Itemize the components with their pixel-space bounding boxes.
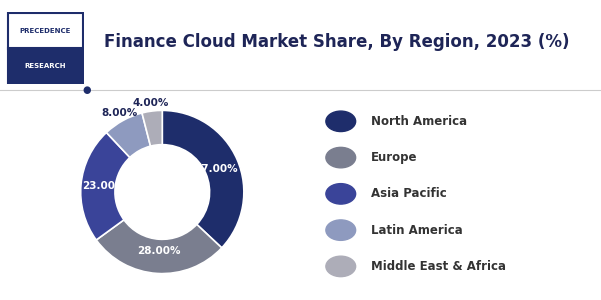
Text: North America: North America [370, 115, 466, 128]
Wedge shape [162, 110, 244, 248]
Wedge shape [81, 133, 130, 240]
Text: 23.00%: 23.00% [82, 182, 126, 191]
Bar [8, 14, 82, 50]
Bar [8, 48, 82, 82]
Wedge shape [106, 113, 150, 158]
Circle shape [326, 256, 356, 277]
Circle shape [326, 220, 356, 240]
Text: 4.00%: 4.00% [133, 98, 169, 108]
Text: 37.00%: 37.00% [194, 164, 238, 174]
Text: 28.00%: 28.00% [137, 246, 180, 256]
Circle shape [326, 111, 356, 131]
Text: Finance Cloud Market Share, By Region, 2023 (%): Finance Cloud Market Share, By Region, 2… [104, 33, 569, 51]
Wedge shape [142, 110, 162, 146]
Text: Latin America: Latin America [370, 224, 462, 237]
Text: PRECEDENCE: PRECEDENCE [19, 28, 71, 34]
Text: ●: ● [83, 85, 91, 95]
Text: 8.00%: 8.00% [101, 108, 137, 118]
Text: Europe: Europe [370, 151, 417, 164]
Text: Asia Pacific: Asia Pacific [370, 188, 447, 200]
Circle shape [326, 184, 356, 204]
Circle shape [326, 147, 356, 168]
Wedge shape [96, 220, 222, 274]
Text: Middle East & Africa: Middle East & Africa [370, 260, 505, 273]
Text: RESEARCH: RESEARCH [24, 63, 66, 69]
